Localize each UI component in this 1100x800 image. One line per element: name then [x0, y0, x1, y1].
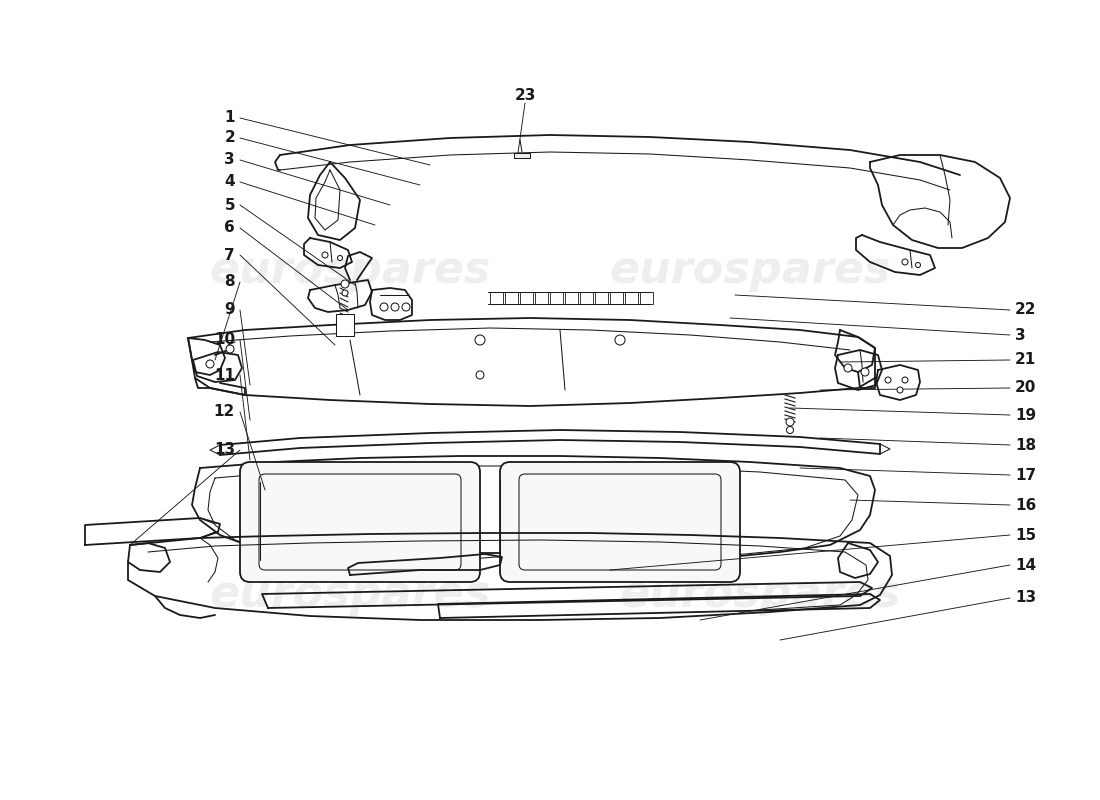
Text: 15: 15: [1015, 527, 1036, 542]
Text: 9: 9: [224, 302, 235, 318]
Bar: [595, 292, 608, 304]
Text: 19: 19: [1015, 407, 1036, 422]
Bar: [336, 314, 354, 336]
Bar: [610, 292, 623, 304]
Text: 17: 17: [1015, 467, 1036, 482]
Text: eurospares: eurospares: [209, 249, 491, 291]
Circle shape: [206, 360, 214, 368]
Text: 1: 1: [224, 110, 235, 126]
Circle shape: [786, 426, 793, 434]
Bar: [550, 292, 563, 304]
Circle shape: [322, 252, 328, 258]
Text: eurospares: eurospares: [619, 574, 901, 617]
Bar: [520, 292, 534, 304]
Circle shape: [886, 377, 891, 383]
Circle shape: [844, 364, 852, 372]
Circle shape: [338, 255, 342, 261]
Text: 6: 6: [224, 221, 235, 235]
Circle shape: [342, 290, 348, 296]
Text: 3: 3: [224, 153, 235, 167]
Circle shape: [902, 377, 908, 383]
Circle shape: [476, 371, 484, 379]
Text: 13: 13: [213, 442, 235, 458]
Circle shape: [475, 335, 485, 345]
Bar: [565, 292, 578, 304]
Circle shape: [861, 368, 869, 376]
Circle shape: [786, 418, 794, 426]
Circle shape: [896, 387, 903, 393]
Circle shape: [379, 303, 388, 311]
FancyBboxPatch shape: [500, 462, 740, 582]
Text: 5: 5: [224, 198, 235, 213]
Bar: [535, 292, 548, 304]
Circle shape: [341, 280, 349, 288]
Text: 16: 16: [1015, 498, 1036, 513]
Text: eurospares: eurospares: [209, 574, 491, 617]
Text: 12: 12: [213, 405, 235, 419]
Text: 22: 22: [1015, 302, 1036, 318]
Text: 18: 18: [1015, 438, 1036, 453]
Bar: [490, 292, 503, 304]
Text: 14: 14: [1015, 558, 1036, 573]
Text: 10: 10: [213, 333, 235, 347]
Text: 21: 21: [1015, 353, 1036, 367]
Text: eurospares: eurospares: [609, 249, 891, 291]
Text: 13: 13: [1015, 590, 1036, 606]
Bar: [625, 292, 638, 304]
Text: 8: 8: [224, 274, 235, 290]
Circle shape: [615, 335, 625, 345]
Text: 2: 2: [224, 130, 235, 146]
Text: 20: 20: [1015, 381, 1036, 395]
Circle shape: [390, 303, 399, 311]
Bar: [505, 292, 518, 304]
Text: 11: 11: [214, 367, 235, 382]
Text: 3: 3: [1015, 327, 1025, 342]
FancyBboxPatch shape: [240, 462, 480, 582]
Bar: [580, 292, 593, 304]
Circle shape: [402, 303, 410, 311]
Circle shape: [915, 262, 921, 267]
Text: 4: 4: [224, 174, 235, 190]
Text: 23: 23: [515, 87, 536, 102]
Bar: [514, 153, 530, 158]
Circle shape: [902, 259, 908, 265]
Circle shape: [226, 345, 234, 353]
Text: 7: 7: [224, 247, 235, 262]
Bar: [640, 292, 653, 304]
